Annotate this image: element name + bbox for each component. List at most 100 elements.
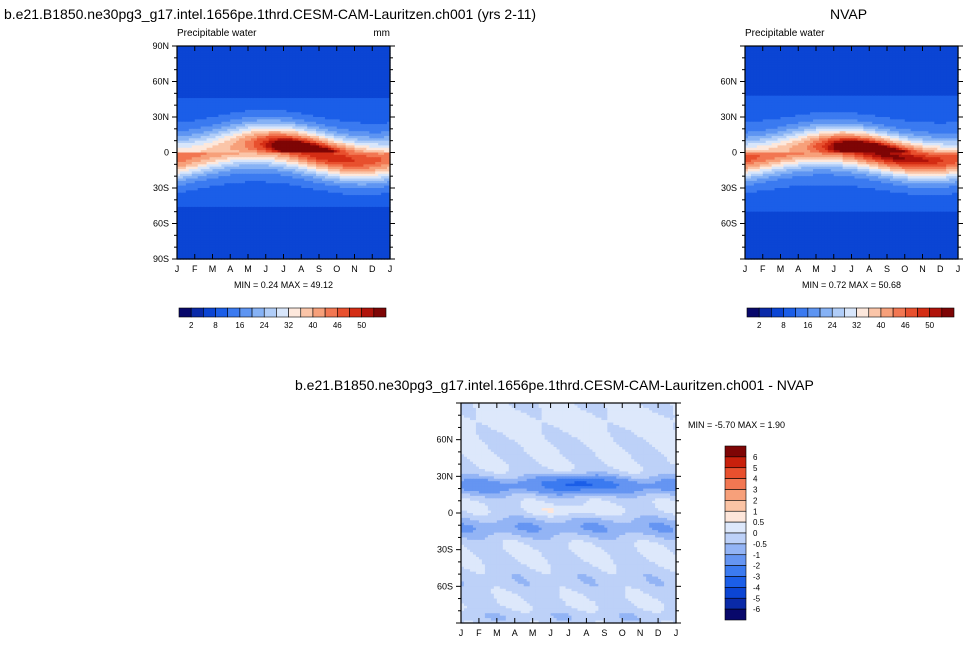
field-cell <box>321 147 326 151</box>
field-cell <box>339 128 344 132</box>
field-cell <box>218 135 222 139</box>
field-cell <box>363 72 367 75</box>
field-cell <box>295 138 299 142</box>
field-cell <box>327 81 332 85</box>
field-cell <box>339 188 344 191</box>
field-cell <box>339 176 344 180</box>
field-cell <box>280 188 285 191</box>
field-cell <box>369 79 373 83</box>
field-cell <box>271 72 276 75</box>
field-cell <box>182 185 187 189</box>
field-cell <box>333 83 338 87</box>
field-cell <box>372 131 376 135</box>
field-cell <box>271 145 276 149</box>
field-cell <box>221 102 225 106</box>
field-cell <box>227 133 231 137</box>
field-cell <box>259 93 264 97</box>
field-cell <box>327 180 332 184</box>
field-cell <box>265 114 270 118</box>
field-cell <box>381 67 385 71</box>
field-cell <box>265 145 270 149</box>
field-cell <box>206 50 211 54</box>
field-cell <box>286 147 291 151</box>
field-cell <box>230 98 234 102</box>
field-cell <box>212 64 217 68</box>
field-cell <box>319 107 323 111</box>
field-cell <box>230 152 234 156</box>
field-cell <box>301 131 305 135</box>
field-cell <box>387 166 391 170</box>
field-cell <box>316 105 320 109</box>
field-cell <box>292 126 296 130</box>
field-cell <box>363 55 367 59</box>
field-cell <box>256 74 261 78</box>
field-cell <box>194 64 199 68</box>
field-cell <box>209 152 214 156</box>
field-cell <box>339 79 344 83</box>
field-cell <box>233 88 237 92</box>
field-cell <box>256 147 261 151</box>
field-cell <box>304 159 308 163</box>
field-cell <box>313 128 317 132</box>
field-cell <box>357 159 362 163</box>
field-cell <box>185 121 190 125</box>
field-cell <box>354 69 359 73</box>
field-cell <box>253 143 258 146</box>
field-cell <box>351 183 356 187</box>
field-cell <box>310 67 314 71</box>
field-cell <box>203 143 208 146</box>
field-cell <box>203 57 208 61</box>
field-cell <box>268 69 273 73</box>
field-cell <box>177 135 181 139</box>
field-cell <box>339 145 344 149</box>
field-cell <box>274 117 279 120</box>
field-cell <box>369 48 373 52</box>
field-cell <box>239 93 243 97</box>
field-cell <box>330 176 335 180</box>
field-cell <box>381 90 385 94</box>
field-cell <box>271 79 276 83</box>
field-cell <box>179 107 184 111</box>
field-cell <box>363 152 367 156</box>
field-cell <box>256 83 261 87</box>
field-cell <box>236 121 240 125</box>
field-cell <box>319 46 323 49</box>
field-cell <box>324 64 329 68</box>
field-cell <box>295 107 299 111</box>
field-cell <box>271 109 276 113</box>
field-cell <box>250 64 255 68</box>
field-cell <box>224 188 228 191</box>
field-cell <box>253 126 258 130</box>
field-cell <box>336 147 341 151</box>
field-cell <box>256 69 261 73</box>
field-cell <box>177 48 181 52</box>
field-cell <box>324 124 329 128</box>
field-cell <box>378 50 382 54</box>
field-cell <box>239 60 243 64</box>
field-cell <box>333 140 338 144</box>
field-cell <box>271 114 276 118</box>
field-cell <box>348 150 353 154</box>
field-cell <box>179 171 184 175</box>
field-cell <box>215 69 220 73</box>
field-cell <box>310 183 314 187</box>
field-cell <box>215 178 220 182</box>
field-cell <box>185 72 190 75</box>
field-cell <box>268 166 273 170</box>
field-cell <box>209 164 214 168</box>
field-cell <box>245 72 249 75</box>
field-cell <box>271 67 276 71</box>
field-cell <box>387 74 391 78</box>
field-cell <box>354 164 359 168</box>
field-cell <box>233 147 237 151</box>
field-cell <box>209 93 214 97</box>
field-cell <box>316 67 320 71</box>
field-cell <box>357 164 362 168</box>
field-cell <box>327 171 332 175</box>
field-cell <box>209 121 214 125</box>
field-cell <box>372 126 376 130</box>
field-cell <box>316 171 320 175</box>
field-cell <box>277 53 282 57</box>
field-cell <box>327 53 332 57</box>
field-cell <box>345 169 350 173</box>
